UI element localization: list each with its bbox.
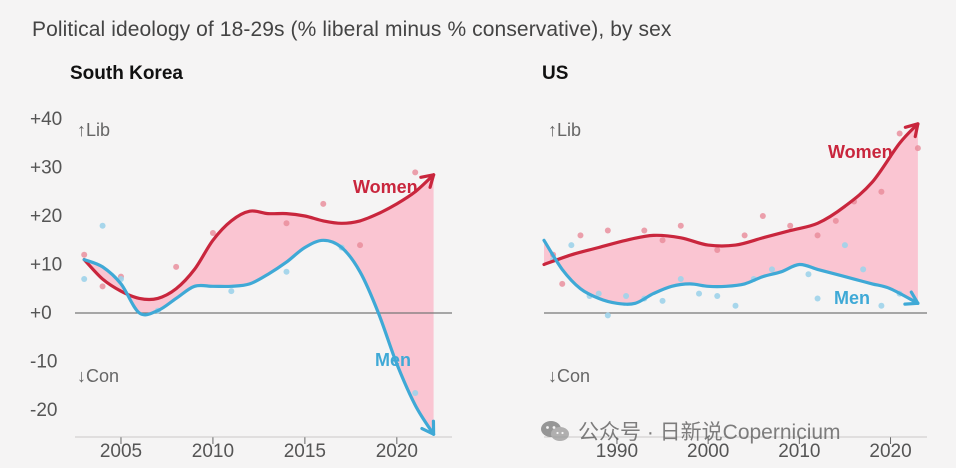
men-data-point bbox=[595, 290, 602, 297]
men-data-point bbox=[228, 288, 235, 295]
y-tick-label: +40 bbox=[30, 109, 62, 130]
y-tick-label: +20 bbox=[30, 206, 62, 227]
women-data-point bbox=[357, 242, 364, 249]
women-arrow-us bbox=[903, 122, 920, 139]
women-data-point bbox=[896, 130, 903, 137]
women-data-point bbox=[173, 263, 180, 270]
x-tick-label: 2020 bbox=[869, 441, 911, 462]
panel-title-south-korea: South Korea bbox=[70, 63, 183, 84]
x-tick-label: 2005 bbox=[100, 441, 142, 462]
women-data-point bbox=[577, 232, 584, 239]
women-data-point bbox=[741, 232, 748, 239]
lib-annotation: ↑Lib bbox=[548, 120, 581, 140]
men-data-point bbox=[568, 242, 575, 249]
men-arrow-us bbox=[903, 290, 920, 306]
men-data-point bbox=[677, 276, 684, 283]
panel-title-us: US bbox=[542, 63, 569, 84]
women-data-point bbox=[283, 220, 290, 227]
men-data-point bbox=[283, 268, 290, 275]
gap-area-south-korea bbox=[84, 174, 434, 435]
women-data-point bbox=[814, 232, 821, 239]
women-data-point bbox=[878, 188, 885, 195]
men-data-point bbox=[768, 266, 775, 273]
x-tick-label: 2020 bbox=[376, 441, 418, 462]
gap-area-us bbox=[544, 123, 918, 305]
men-arrow-south-korea bbox=[420, 419, 436, 436]
women-data-point bbox=[714, 246, 721, 253]
men-line-south-korea bbox=[82, 238, 436, 436]
chart-title: Political ideology of 18-29s (% liberal … bbox=[32, 18, 672, 41]
y-tick-label: -10 bbox=[30, 352, 57, 373]
con-annotation: ↓Con bbox=[77, 366, 119, 386]
women-data-point bbox=[559, 280, 566, 287]
men-data-point bbox=[841, 242, 848, 249]
women-data-point bbox=[677, 222, 684, 229]
men-data-point bbox=[860, 266, 867, 273]
watermark-text: 公众号 · 日新说Copernicium bbox=[578, 421, 841, 444]
men-data-point bbox=[878, 302, 885, 309]
x-tick-label: 2000 bbox=[687, 441, 729, 462]
women-data-point bbox=[787, 222, 794, 229]
men-line-us bbox=[542, 238, 920, 306]
women-data-point bbox=[99, 283, 106, 290]
women-data-point bbox=[320, 200, 327, 207]
men-data-point bbox=[99, 222, 106, 229]
men-data-point bbox=[814, 295, 821, 302]
men-data-point bbox=[714, 293, 721, 300]
men-data-point bbox=[604, 312, 611, 319]
men-data-point bbox=[696, 290, 703, 297]
women-series-label: Women bbox=[828, 142, 893, 162]
women-data-point bbox=[759, 213, 766, 219]
men-series-label: Men bbox=[834, 288, 870, 308]
women-data-point bbox=[209, 229, 216, 236]
panel-us: 1990 2000 2010 2020 ↑Lib ↓Con Women Men bbox=[542, 120, 927, 462]
x-tick-label: 2010 bbox=[192, 441, 234, 462]
lib-annotation: ↑Lib bbox=[77, 120, 110, 140]
women-series-label: Women bbox=[353, 177, 418, 197]
women-data-point bbox=[641, 227, 648, 234]
con-annotation: ↓Con bbox=[548, 366, 590, 386]
men-series-label: Men bbox=[375, 350, 411, 370]
men-data-point bbox=[732, 302, 739, 309]
watermark: 公众号 · 日新说Copernicium bbox=[540, 416, 841, 446]
y-tick-label: +10 bbox=[30, 255, 62, 276]
women-data-point bbox=[659, 237, 666, 244]
women-data-point bbox=[914, 145, 921, 152]
women-data-point bbox=[832, 217, 839, 224]
women-data-point bbox=[412, 169, 419, 176]
y-tick-label: +30 bbox=[30, 158, 62, 179]
y-tick-label: -20 bbox=[30, 400, 57, 421]
men-data-point bbox=[412, 390, 419, 397]
wechat-icon bbox=[541, 421, 569, 441]
men-data-point bbox=[81, 276, 88, 283]
men-data-point bbox=[805, 271, 812, 278]
men-data-point bbox=[659, 297, 666, 304]
women-data-point bbox=[604, 227, 611, 234]
women-line-us bbox=[542, 122, 920, 267]
women-data-point bbox=[81, 251, 88, 258]
women-arrow-south-korea bbox=[419, 173, 436, 189]
y-tick-label: +0 bbox=[30, 303, 52, 324]
x-tick-label: 1990 bbox=[596, 441, 638, 462]
x-tick-label: 2015 bbox=[284, 441, 326, 462]
x-tick-label: 2010 bbox=[778, 441, 820, 462]
men-data-point bbox=[623, 293, 630, 300]
panel-south-korea: 2005 2010 2015 2020 ↑Lib ↓Con Women Men bbox=[75, 120, 452, 462]
women-line-south-korea bbox=[82, 173, 436, 302]
